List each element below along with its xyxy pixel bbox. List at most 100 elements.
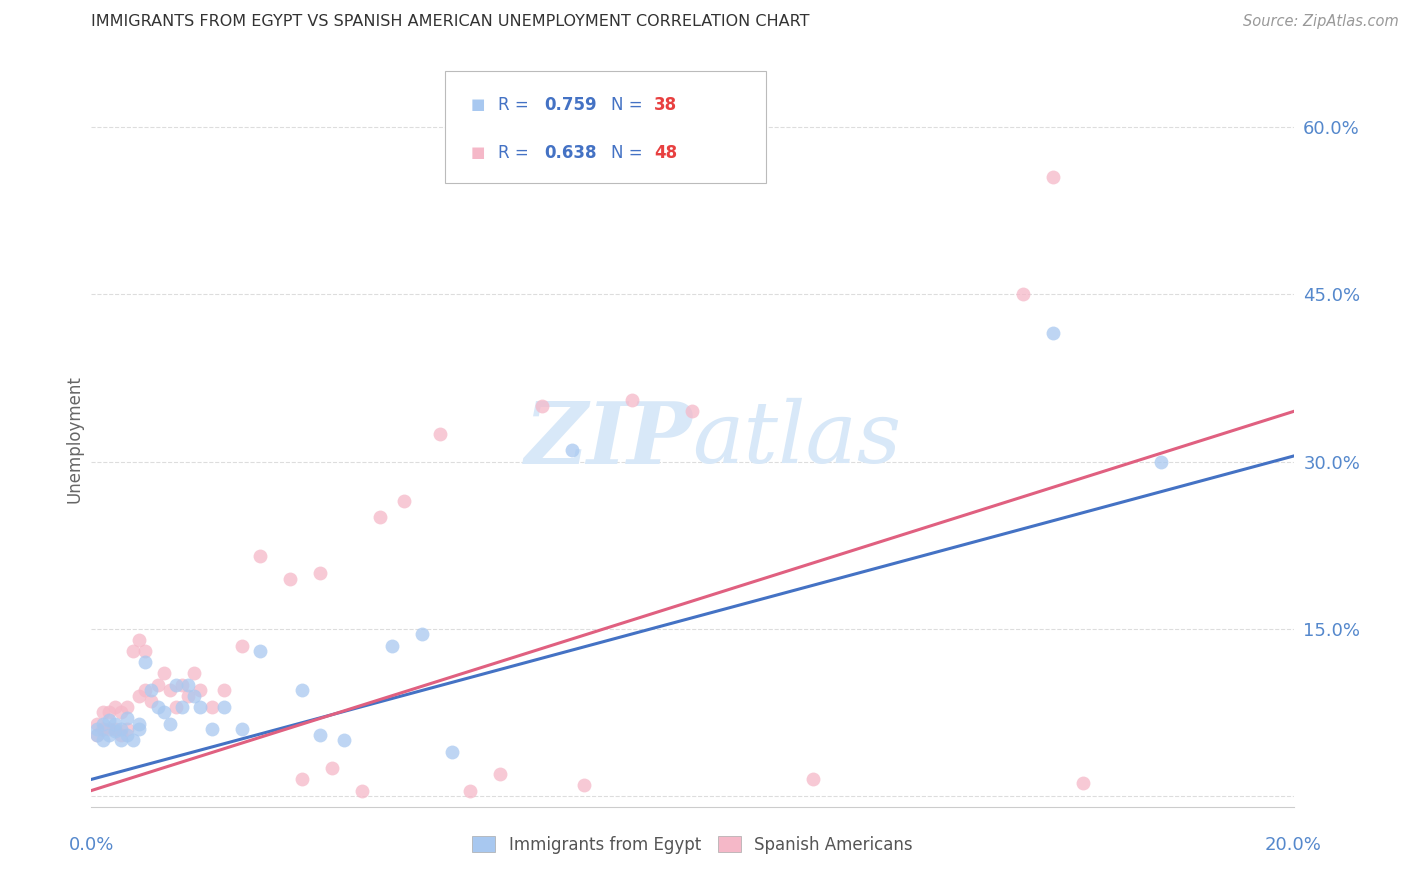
Point [117, 728, 139, 742]
Point [574, 778, 596, 792]
Point [93, 716, 115, 731]
Text: IMMIGRANTS FROM EGYPT VS SPANISH AMERICAN UNEMPLOYMENT CORRELATION CHART: IMMIGRANTS FROM EGYPT VS SPANISH AMERICA… [91, 13, 810, 29]
Point [98, 723, 121, 737]
Point [531, 399, 554, 413]
Point [291, 683, 314, 698]
Point [117, 699, 139, 714]
Point [159, 683, 181, 698]
Point [86, 723, 108, 737]
Point [801, 772, 824, 787]
Point [681, 404, 703, 418]
Point [291, 772, 314, 787]
Point [165, 678, 187, 692]
Point [489, 767, 512, 781]
Point [212, 699, 235, 714]
Text: ZIP: ZIP [524, 398, 692, 481]
Point [249, 644, 271, 658]
Point [165, 699, 187, 714]
Text: 0.0%: 0.0% [69, 836, 114, 854]
Point [621, 393, 644, 408]
Text: R =: R = [498, 95, 534, 113]
Text: Source: ZipAtlas.com: Source: ZipAtlas.com [1243, 13, 1399, 29]
Point [183, 666, 205, 681]
Point [381, 639, 404, 653]
Point [98, 728, 121, 742]
Point [368, 510, 391, 524]
Point [128, 633, 150, 648]
Point [1012, 287, 1035, 301]
Point [141, 694, 163, 708]
Point [183, 689, 205, 703]
Point [458, 783, 481, 797]
Text: 38: 38 [654, 95, 678, 113]
Point [1042, 326, 1064, 341]
Point [308, 728, 330, 742]
Point [104, 716, 127, 731]
Legend: Immigrants from Egypt, Spanish Americans: Immigrants from Egypt, Spanish Americans [472, 836, 912, 855]
Y-axis label: Unemployment: Unemployment [65, 376, 83, 503]
Point [98, 706, 121, 720]
Point [98, 714, 121, 728]
Point [333, 733, 356, 747]
Point [122, 644, 145, 658]
Point [1071, 776, 1094, 790]
Point [134, 644, 156, 658]
Point [411, 627, 433, 641]
Point [110, 723, 132, 737]
Text: N =: N = [612, 144, 648, 161]
Point [93, 706, 115, 720]
Text: 48: 48 [654, 144, 678, 161]
Point [134, 655, 156, 669]
Point [170, 699, 193, 714]
Text: R =: R = [498, 144, 534, 161]
Point [440, 744, 463, 758]
Text: atlas: atlas [692, 398, 901, 481]
Point [429, 426, 451, 441]
Text: ■: ■ [471, 145, 485, 161]
Point [1042, 170, 1064, 185]
Point [212, 683, 235, 698]
Point [201, 723, 224, 737]
Point [231, 723, 253, 737]
Point [128, 716, 150, 731]
Point [159, 716, 181, 731]
Text: 20.0%: 20.0% [1265, 836, 1322, 854]
Text: ■: ■ [471, 97, 485, 112]
Text: N =: N = [612, 95, 648, 113]
Point [321, 761, 343, 775]
Point [141, 683, 163, 698]
Point [86, 716, 108, 731]
Point [86, 728, 108, 742]
Point [249, 549, 271, 564]
Point [110, 728, 132, 742]
Text: 0.759: 0.759 [544, 95, 596, 113]
Point [176, 678, 198, 692]
Point [392, 493, 415, 508]
Point [176, 689, 198, 703]
Point [188, 683, 211, 698]
Point [93, 723, 115, 737]
Point [561, 443, 583, 458]
Point [146, 699, 169, 714]
Point [117, 711, 139, 725]
Point [350, 783, 373, 797]
Point [104, 724, 127, 739]
Point [134, 683, 156, 698]
Point [146, 678, 169, 692]
Point [308, 566, 330, 581]
Point [122, 733, 145, 747]
Point [1150, 455, 1173, 469]
Point [104, 723, 127, 737]
Point [170, 678, 193, 692]
Point [152, 706, 174, 720]
Point [86, 728, 108, 742]
Point [278, 572, 301, 586]
Text: 0.638: 0.638 [544, 144, 596, 161]
Point [128, 689, 150, 703]
Point [104, 699, 127, 714]
Point [93, 733, 115, 747]
Point [201, 699, 224, 714]
Point [110, 733, 132, 747]
Point [231, 639, 253, 653]
Point [188, 699, 211, 714]
